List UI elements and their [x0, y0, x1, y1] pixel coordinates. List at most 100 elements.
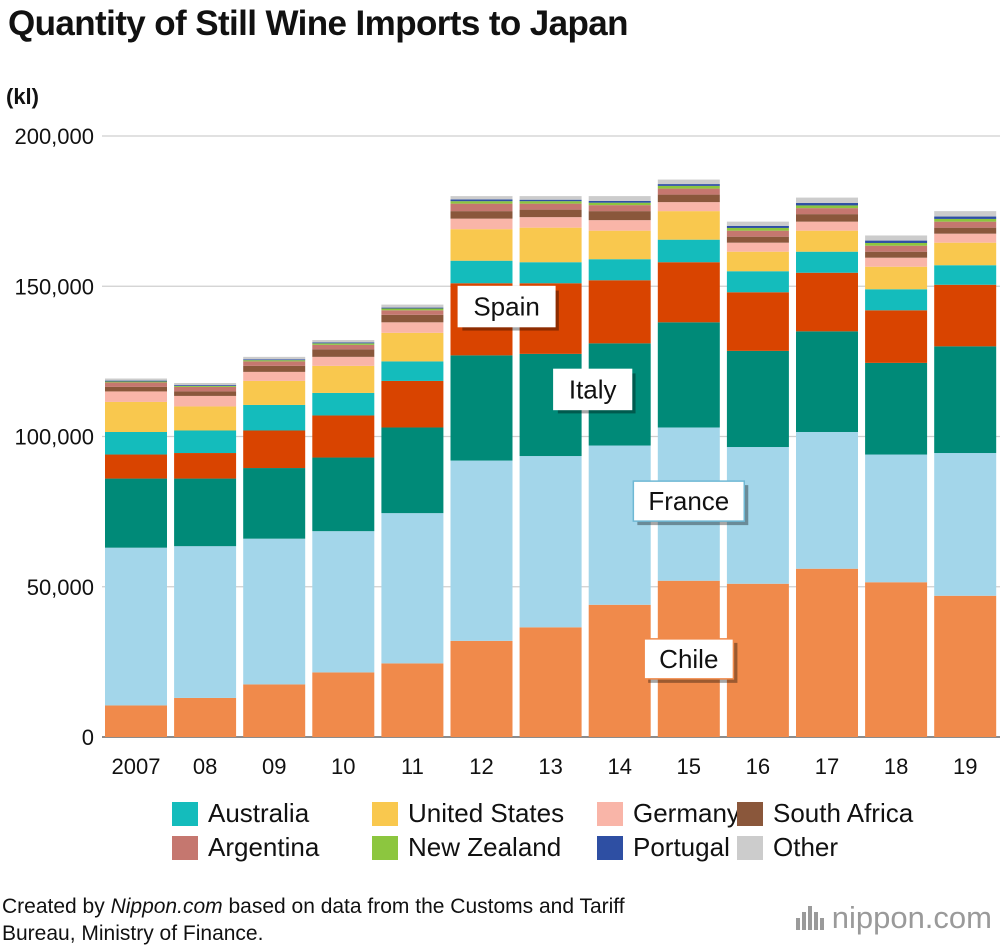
x-tick-label: 16 [746, 754, 770, 779]
bar-segment-portugal [312, 342, 375, 344]
bar-segment-germany [588, 220, 651, 231]
bar-segment-other [519, 196, 582, 200]
bar-segment-other [934, 211, 997, 217]
bar-segment-argentina [174, 386, 237, 392]
x-tick-label: 11 [401, 754, 424, 779]
bar-segment-france [865, 454, 928, 583]
bar-segment-united-states [726, 251, 789, 272]
bar-segment-united-states [796, 230, 858, 252]
bar-segment-australia [934, 265, 997, 285]
chart-title: Quantity of Still Wine Imports to Japan [8, 4, 629, 43]
bar-segment-italy [934, 346, 997, 454]
bar-segment-france [243, 538, 306, 685]
bar-segment-france [450, 460, 513, 641]
bar-stack-19 [934, 211, 997, 737]
legend-item-argentina: Argentina [172, 832, 319, 863]
y-tick-label: 0 [82, 725, 94, 750]
bar-segment-chile [174, 697, 237, 737]
bar-segment-new-zealand [657, 185, 720, 189]
callout-label: Italy [569, 374, 617, 404]
x-tick-label: 17 [815, 754, 839, 779]
bar-segment-south-africa [450, 211, 513, 219]
bar-segment-italy [381, 427, 444, 514]
bar-segment-argentina [105, 382, 167, 387]
legend-item-germany: Germany [597, 798, 740, 829]
y-axis-unit-label: (kl) [6, 84, 39, 109]
bar-segment-south-africa [588, 211, 651, 221]
bar-segment-new-zealand [105, 381, 167, 383]
bar-segment-france [588, 445, 651, 605]
bar-segment-portugal [726, 225, 789, 228]
legend-swatch [597, 835, 623, 860]
x-tick-label: 10 [331, 754, 355, 779]
bar-segment-chile [726, 583, 789, 737]
bar-stack-12 [450, 196, 513, 737]
bar-segment-germany [519, 217, 582, 228]
bar-segment-south-africa [174, 391, 237, 396]
bar-segment-portugal [174, 385, 237, 387]
bar-segment-germany [312, 356, 375, 366]
bar-segment-spain [934, 284, 997, 347]
bar-segment-portugal [865, 240, 928, 243]
bar-segment-australia [726, 271, 789, 293]
bar-stack-09 [243, 356, 306, 737]
bar-stack-18 [865, 235, 928, 737]
bar-segment-spain [796, 272, 858, 332]
bar-segment-chile [519, 627, 582, 737]
legend-item-australia: Australia [172, 798, 309, 829]
callout-label: France [648, 486, 729, 516]
bar-segment-spain [865, 310, 928, 363]
bar-segment-chile [865, 582, 928, 737]
bar-segment-united-states [657, 211, 720, 240]
bar-segment-new-zealand [796, 205, 858, 209]
bar-segment-united-states [934, 242, 997, 266]
bar-stack-08 [174, 383, 237, 737]
legend-label: Argentina [208, 832, 320, 862]
bar-segment-south-africa [726, 236, 789, 243]
bar-segment-new-zealand [450, 201, 513, 204]
bar-segment-argentina [796, 208, 858, 215]
y-tick-label: 150,000 [14, 274, 94, 299]
y-axis-ticks: 0 50,000 100,000 150,000 200,000 [14, 124, 94, 750]
bar-segment-argentina [588, 205, 651, 212]
bar-segment-chile [105, 705, 167, 737]
bar-segment-other [312, 340, 375, 343]
bar-segment-new-zealand [934, 218, 997, 222]
legend-item-portugal: Portugal [597, 832, 730, 863]
legend-swatch [172, 801, 198, 826]
bar-segment-new-zealand [519, 201, 582, 204]
bar-stack-2007 [105, 378, 167, 737]
bar-segment-australia [519, 262, 582, 284]
bar-segment-portugal [105, 380, 167, 382]
stacked-bar-chart: 0 50,000 100,000 150,000 200,000 2007 08 09 10 1… [14, 124, 1000, 779]
bar-segment-south-africa [865, 251, 928, 258]
bar-segment-portugal [657, 184, 720, 186]
bar-segment-france [519, 456, 582, 628]
legend-label: South Africa [773, 798, 914, 828]
bar-segment-australia [588, 259, 651, 281]
x-tick-label: 15 [677, 754, 701, 779]
bar-segment-spain [243, 430, 306, 469]
bar-segment-chile [381, 663, 444, 737]
bar-stack-14 [588, 196, 651, 737]
bar-segment-italy [174, 478, 237, 547]
bar-segment-south-africa [243, 365, 306, 372]
bar-segment-italy [105, 478, 167, 548]
bar-segment-argentina [381, 310, 444, 315]
bar-segment-south-africa [934, 227, 997, 234]
bar-segment-other [450, 196, 513, 200]
bar-segment-australia [865, 289, 928, 311]
callout-italy: Italy [553, 368, 636, 414]
callout-box [632, 480, 746, 522]
callout-box [553, 368, 633, 411]
bar-segment-australia [381, 361, 444, 381]
bar-segment-chile [588, 604, 651, 737]
brand-name: nippon.com [831, 900, 992, 935]
bar-segment-other [381, 304, 444, 308]
bar-segment-other [657, 179, 720, 185]
bar-stack-11 [381, 304, 444, 737]
bar-stack-13 [519, 196, 582, 737]
bar-segment-south-africa [381, 314, 444, 323]
bar-segment-france [312, 531, 375, 673]
legend-label: Germany [633, 798, 740, 828]
